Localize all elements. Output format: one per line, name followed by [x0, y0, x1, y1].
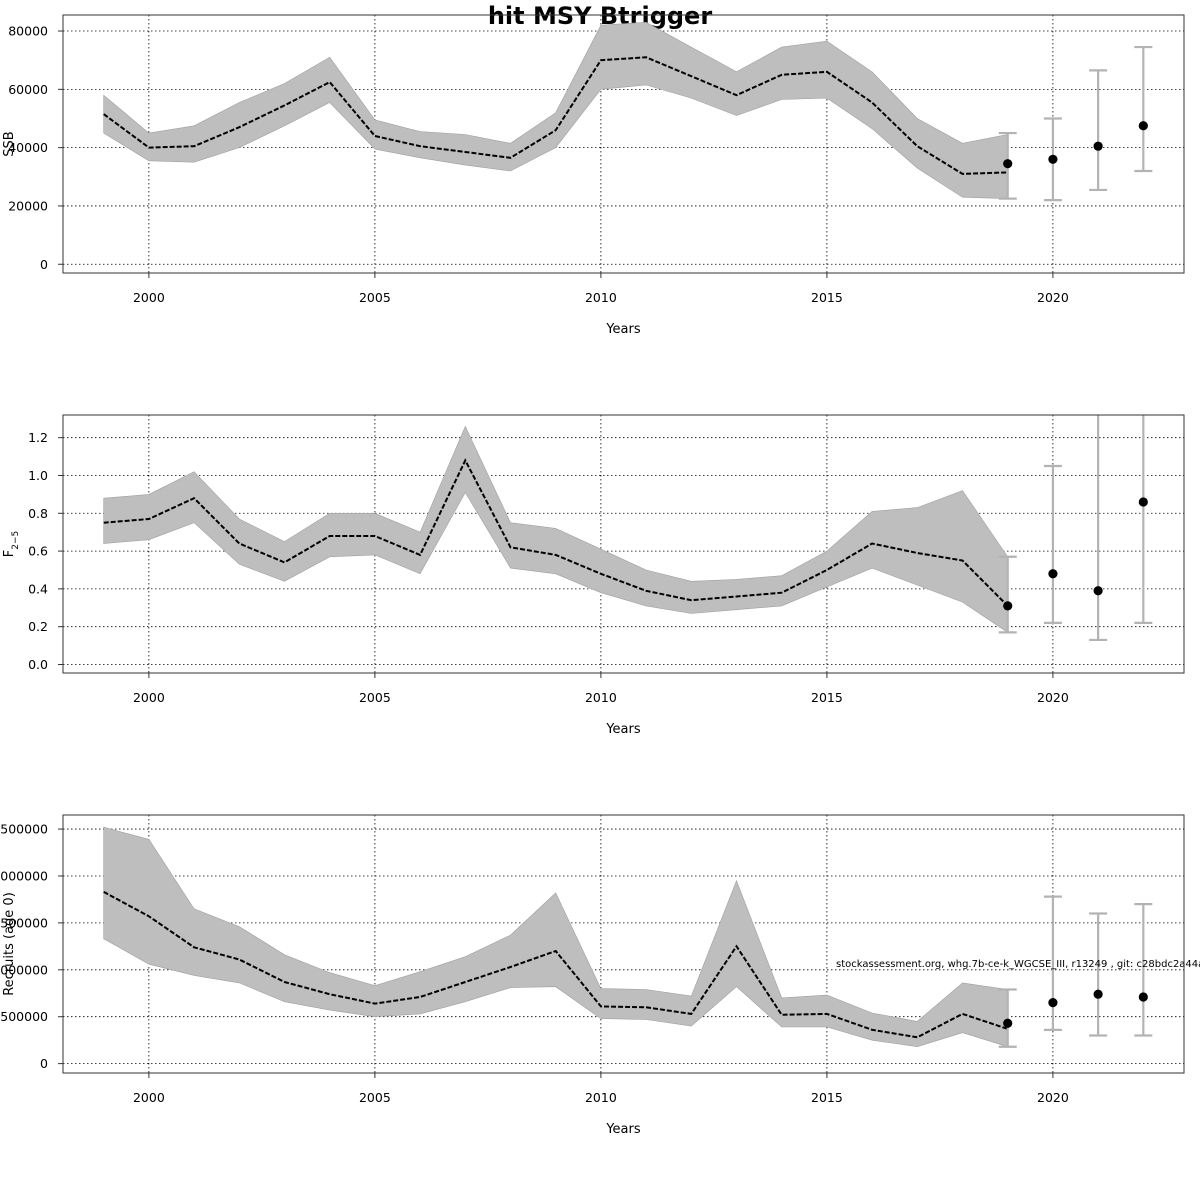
- ssb-panel: 2000 2005 2010 2015 2020 0 20000 40000 60000 8000…: [2, 14, 1185, 337]
- y-tick-label: 1000000: [0, 962, 48, 977]
- x-tick-label: 2010: [585, 690, 617, 705]
- forecast-point: [1138, 497, 1148, 507]
- y-tick-label: 1500000: [0, 915, 48, 930]
- x-axis-label: Years: [605, 322, 641, 337]
- plot-frame: [62, 414, 1185, 674]
- estimate-line: [103, 56, 1008, 175]
- x-tick-label: 2000: [133, 1090, 165, 1105]
- estimate-line: [103, 891, 1009, 1039]
- forecast-errorbar: [998, 555, 1017, 634]
- footnote: stockassessment.org, whg.7b-ce-k_WGCSE_I…: [836, 959, 1200, 970]
- forecast-point: [1093, 586, 1103, 596]
- y-tick-label: 0.4: [28, 581, 48, 596]
- x-tick-label: 2015: [811, 690, 843, 705]
- y-tick-label: 0: [40, 257, 48, 272]
- y-tick-label: 0.6: [28, 544, 48, 559]
- y-tick-label: 40000: [8, 140, 48, 155]
- forecast-point: [1093, 141, 1103, 151]
- x-tick-label: 2000: [133, 690, 165, 705]
- x-tick-label: 2000: [133, 290, 165, 305]
- forecast-point: [1003, 1018, 1013, 1028]
- forecast-errorbar: [1134, 903, 1153, 1037]
- x-tick-label: 2005: [359, 1090, 391, 1105]
- forecast-point: [1138, 992, 1148, 1002]
- y-axis-label: F2−5: [2, 531, 21, 557]
- y-axis-label: Recruits (age 0): [2, 892, 17, 996]
- forecast-errorbar: [1043, 895, 1062, 1031]
- x-tick-label: 2010: [585, 1090, 617, 1105]
- confidence-band: [103, 826, 1008, 1048]
- y-tick-label: 60000: [8, 82, 48, 97]
- plot-frame: [62, 814, 1185, 1074]
- forecast-errorbar: [1089, 415, 1108, 642]
- y-tick-label: 0: [40, 1056, 48, 1071]
- x-axis-label: Years: [605, 1122, 641, 1137]
- forecast-point: [1138, 121, 1148, 131]
- confidence-band: [103, 21, 1008, 200]
- forecast-errorbar: [1089, 912, 1108, 1037]
- forecast-point: [1093, 989, 1103, 999]
- recruits-panel: 2000 2005 2010 2015 2020 0 500000 1000000 150000…: [0, 814, 1185, 1137]
- x-tick-label: 2015: [811, 1090, 843, 1105]
- x-tick-label: 2015: [811, 290, 843, 305]
- forecast-errorbar: [1089, 69, 1108, 192]
- estimate-line: [103, 458, 1009, 607]
- confidence-band: [103, 425, 1008, 633]
- chart-title: hit MSY Btrigger: [487, 2, 713, 30]
- forecast-point: [1048, 154, 1058, 164]
- forecast-errorbar: [1134, 45, 1153, 173]
- y-axis-label-subscript: 2−5: [11, 531, 21, 550]
- y-tick-label: 80000: [8, 24, 48, 39]
- forecast-errorbar: [1134, 415, 1153, 625]
- x-tick-label: 2020: [1037, 690, 1069, 705]
- forecast-point: [1003, 159, 1013, 169]
- forecast-point: [1003, 601, 1013, 611]
- x-tick-label: 2005: [359, 290, 391, 305]
- x-axis-label: Years: [605, 722, 641, 737]
- x-tick-label: 2020: [1037, 290, 1069, 305]
- x-tick-label: 2005: [359, 690, 391, 705]
- y-tick-label: 0.0: [28, 657, 48, 672]
- forecast-errorbar: [998, 988, 1017, 1048]
- y-tick-label: 2500000: [0, 822, 48, 837]
- y-axis-label: SSB: [2, 131, 17, 156]
- x-tick-label: 2010: [585, 290, 617, 305]
- y-tick-label: 20000: [8, 198, 48, 213]
- x-tick-label: 2020: [1037, 1090, 1069, 1105]
- y-tick-label: 2000000: [0, 868, 48, 883]
- forecast-point: [1048, 569, 1058, 579]
- forecast-point: [1048, 998, 1058, 1008]
- y-tick-label: 0.2: [28, 619, 48, 634]
- y-tick-label: 500000: [0, 1009, 48, 1024]
- plot-frame: [62, 14, 1185, 274]
- y-tick-label: 0.8: [28, 506, 48, 521]
- y-tick-label: 1.0: [28, 468, 48, 483]
- fbar-panel: 2000 2005 2010 2015 2020 0.0 0.2 0.4 0.6 0.8 1.0 1.…: [2, 414, 1185, 737]
- forecast-errorbar: [1043, 464, 1062, 625]
- y-tick-label: 1.2: [28, 430, 48, 445]
